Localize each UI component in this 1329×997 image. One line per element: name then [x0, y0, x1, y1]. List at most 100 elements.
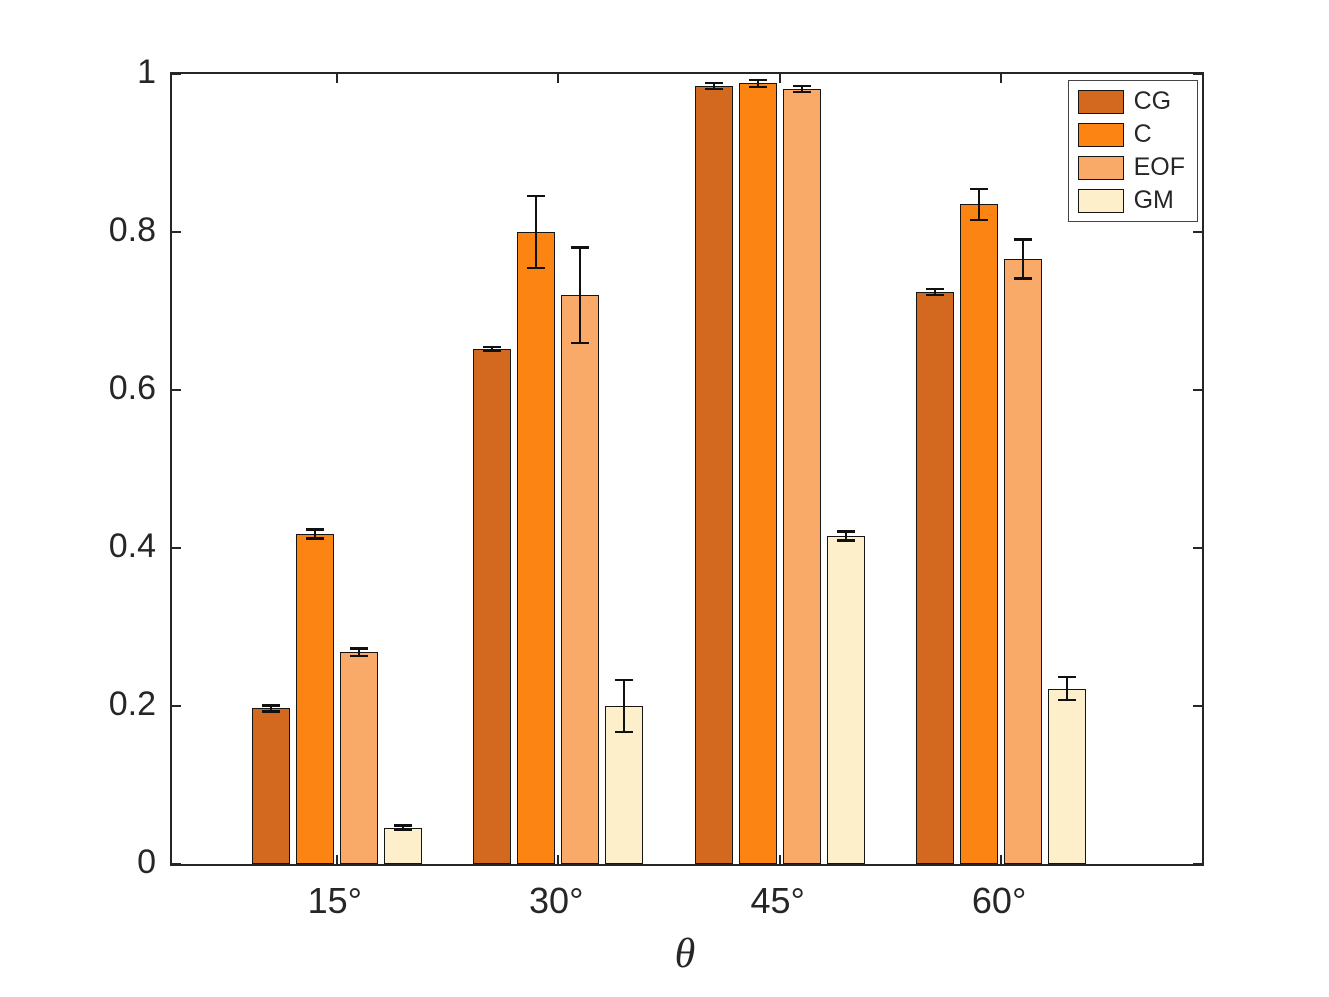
error-bar-line — [535, 195, 538, 269]
error-bar-cap-top — [349, 647, 368, 650]
x-tick-mark — [778, 855, 781, 864]
legend: CG C EOF GM — [1067, 80, 1198, 222]
error-bar-cap-bottom — [305, 537, 324, 540]
bar-CG-30° — [473, 348, 512, 864]
error-bar-cap-top — [527, 194, 546, 198]
error-bar-line — [401, 825, 404, 831]
bar-C-30° — [517, 232, 556, 864]
legend-swatch — [1077, 188, 1124, 213]
error-bar-cap-top — [970, 187, 989, 191]
error-bar-cap-top — [792, 84, 811, 88]
y-tick-label: 0 — [137, 843, 156, 881]
error-bar-cap-bottom — [970, 218, 989, 222]
bar-GM-30° — [605, 706, 644, 864]
error-bar-cap-bottom — [704, 87, 723, 90]
error-bar-C-60° — [970, 187, 989, 222]
x-tick-label: 60° — [971, 880, 1027, 921]
error-bar-CG-15° — [261, 704, 280, 713]
x-tick-mark — [1000, 855, 1003, 864]
error-bar-cap-bottom — [926, 293, 945, 297]
bar-EOF-30° — [561, 295, 600, 864]
error-bar-CG-45° — [704, 81, 723, 90]
error-bar-cap-top — [836, 530, 855, 533]
y-tick-mark — [1193, 705, 1202, 707]
error-bar-line — [579, 247, 582, 344]
error-bar-cap-top — [1014, 238, 1033, 241]
error-bar-cap-top — [748, 78, 767, 82]
error-bar-line — [269, 705, 272, 712]
error-bar-cap-top — [1058, 675, 1077, 679]
error-bar-C-30° — [527, 194, 546, 270]
legend-label: GM — [1133, 186, 1174, 214]
error-bar-cap-bottom — [261, 710, 280, 713]
bar-CG-60° — [916, 292, 955, 864]
error-bar-line — [491, 346, 494, 352]
legend-swatch — [1077, 89, 1124, 114]
legend-swatch — [1077, 122, 1124, 147]
legend-label: C — [1133, 120, 1152, 148]
error-bar-cap-bottom — [1058, 698, 1077, 702]
error-bar-cap-top — [571, 246, 590, 249]
bar-EOF-60° — [1004, 258, 1043, 864]
error-bar-line — [1066, 676, 1069, 701]
legend-label: EOF — [1133, 153, 1185, 181]
error-bar-cap-bottom — [349, 654, 368, 658]
x-axis-label: θ — [674, 931, 696, 977]
error-bar-GM-30° — [615, 678, 634, 734]
error-bar-line — [357, 648, 360, 657]
error-bar-CG-30° — [483, 345, 502, 353]
x-tick-mark — [1000, 74, 1003, 83]
error-bar-line — [623, 679, 626, 733]
error-bar-cap-bottom — [748, 85, 767, 89]
y-tick-mark — [1193, 231, 1202, 233]
error-bar-cap-top — [615, 678, 634, 682]
y-tick-label: 0.2 — [108, 685, 156, 723]
error-bar-cap-bottom — [527, 266, 546, 270]
error-bar-cap-top — [704, 81, 723, 85]
bar-EOF-15° — [339, 652, 378, 864]
error-bar-cap-bottom — [792, 90, 811, 94]
bar-GM-60° — [1048, 688, 1087, 864]
bar-EOF-45° — [782, 89, 821, 864]
error-bar-line — [756, 79, 759, 88]
y-tick-mark — [172, 231, 181, 233]
y-tick-label: 0.4 — [108, 527, 156, 565]
error-bar-EOF-15° — [349, 647, 368, 658]
error-bar-cap-bottom — [615, 730, 634, 734]
error-bar-cap-top — [261, 704, 280, 707]
error-bar-GM-15° — [393, 824, 412, 832]
bar-C-60° — [960, 204, 999, 864]
error-bar-GM-45° — [836, 530, 855, 542]
y-tick-mark — [172, 705, 181, 707]
x-tick-mark — [778, 74, 781, 83]
x-tick-mark — [335, 855, 338, 864]
error-bar-cap-bottom — [1014, 277, 1033, 280]
y-tick-mark — [1193, 863, 1202, 865]
y-tick-mark — [1193, 547, 1202, 549]
error-bar-cap-bottom — [571, 341, 590, 345]
y-tick-mark — [172, 73, 181, 75]
legend-item-C: C — [1077, 120, 1185, 148]
error-bar-line — [1022, 239, 1025, 279]
x-tick-mark — [335, 74, 338, 83]
x-tick-label: 15° — [307, 880, 363, 921]
error-bar-cap-bottom — [393, 828, 412, 832]
error-bar-CG-60° — [926, 287, 945, 297]
y-tick-mark — [1193, 73, 1202, 75]
error-bar-EOF-60° — [1014, 238, 1033, 280]
error-bar-GM-60° — [1058, 675, 1077, 702]
error-bar-line — [800, 85, 803, 93]
bar-CG-15° — [251, 708, 290, 864]
error-bar-cap-bottom — [483, 349, 502, 353]
error-bar-C-15° — [305, 528, 324, 540]
bar-C-15° — [295, 533, 334, 864]
x-tick-mark — [557, 74, 560, 83]
error-bar-cap-top — [393, 824, 412, 827]
error-bar-EOF-30° — [571, 246, 590, 345]
error-bar-cap-bottom — [836, 539, 855, 542]
y-tick-mark — [172, 389, 181, 391]
bar-C-45° — [738, 83, 777, 864]
y-tick-mark — [172, 863, 181, 865]
error-bar-cap-top — [305, 528, 324, 531]
x-tick-mark — [557, 855, 560, 864]
